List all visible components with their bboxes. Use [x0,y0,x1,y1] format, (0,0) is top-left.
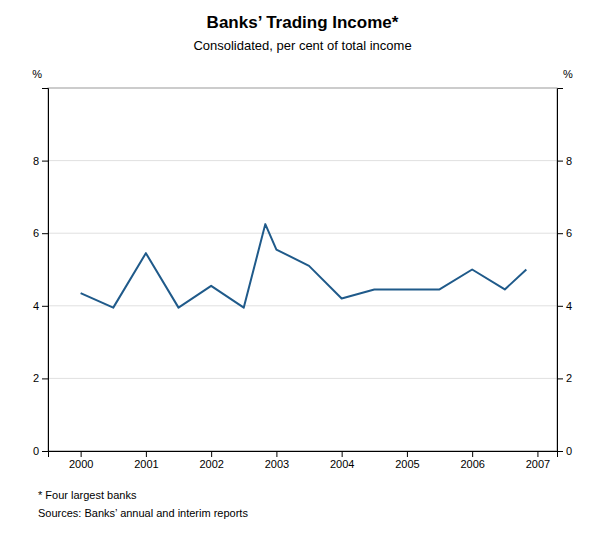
grid-line [48,378,557,379]
tick-mark [557,161,563,162]
tick-label: 4 [33,300,39,312]
y2-axis: 0 2 4 6 8 [557,89,572,458]
tick: 0 [557,445,572,457]
tick-label: 2003 [265,458,289,470]
tick-label: 2000 [69,458,93,470]
tick: 2002 [199,451,223,470]
tick-mark [42,161,48,162]
tick: 2005 [395,451,419,470]
line [81,224,527,307]
tick: 2 [557,372,572,384]
tick-label: 2004 [330,458,354,470]
tick-mark [342,451,343,457]
tick-mark [472,451,473,457]
footnote: Sources: Banks’ annual and interim repor… [38,507,248,519]
tick-label: 2 [566,372,572,384]
y-axis-label: % [32,68,42,80]
tick-mark [557,378,563,379]
subtitle: Consolidated, per cent of total income [193,38,411,53]
grid-line [48,233,557,234]
tick-mark [537,451,538,457]
tick-mark [146,451,147,457]
grid-line [48,160,557,161]
tick-label: 6 [566,227,572,239]
tick: 4 [557,300,572,312]
tick: 2007 [526,451,550,470]
tick: 2 [33,372,48,384]
tick-label: 2001 [134,458,158,470]
tick-mark [276,451,277,457]
tick-label: 2005 [395,458,419,470]
tick: 2001 [134,451,158,470]
footnote: * Four largest banks [38,489,137,501]
tick-label: 2002 [199,458,223,470]
tick-mark [42,306,48,307]
tick: 2000 [69,451,93,470]
chart: Banks’ Trading Income* Consolidated, per … [0,0,605,533]
tick-mark [42,451,48,452]
plot: 2000 2001 2002 2003 2004 2005 2006 2007 0 2 4 6 8 0 2 4… [32,68,573,470]
tick-mark [211,451,212,457]
tick-label: 6 [33,227,39,239]
tick: 8 [557,155,572,167]
tick-label: 2007 [526,458,550,470]
tick-mark [557,233,563,234]
tick-label: 2006 [460,458,484,470]
y2-axis-line [558,89,564,452]
chart-container: Banks’ Trading Income* Consolidated, per … [0,0,605,533]
tick: 8 [33,155,48,167]
tick: 0 [33,445,48,457]
grid [48,161,557,451]
tick-label: 0 [566,445,572,457]
tick-mark [557,451,563,452]
tick-label: 0 [33,445,39,457]
tick-mark [81,451,82,457]
grid-line [48,305,557,306]
plot-frame [48,88,557,451]
x-axis-line [49,452,558,458]
x-axis: 2000 2001 2002 2003 2004 2005 2006 2007 [49,451,558,470]
tick-mark [407,451,408,457]
tick-mark [557,306,563,307]
marks [81,224,527,307]
tick: 2004 [330,451,354,470]
tick: 6 [557,227,572,239]
tick-label: 8 [33,155,39,167]
tick-mark [42,378,48,379]
tick-label: 4 [566,300,572,312]
y-axis-line [42,89,49,452]
tick: 6 [33,227,48,239]
tick-label: 8 [566,155,572,167]
y2-axis-label: % [563,68,573,80]
tick: 2003 [265,451,289,470]
tick-mark [42,233,48,234]
y-axis: 0 2 4 6 8 [33,89,49,458]
tick: 4 [33,300,48,312]
tick: 2006 [460,451,484,470]
title: Banks’ Trading Income* [207,13,399,32]
tick-label: 2 [33,372,39,384]
